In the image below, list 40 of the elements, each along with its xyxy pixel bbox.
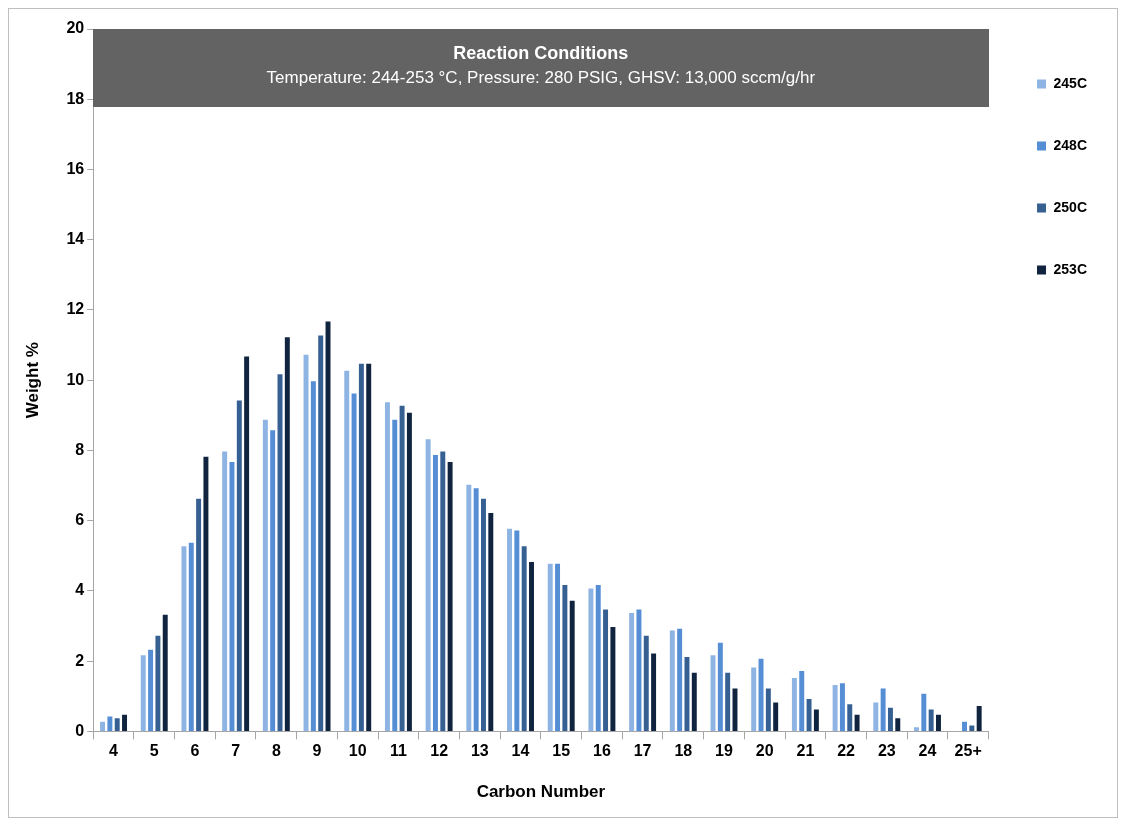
legend-label: 248C bbox=[1053, 136, 1087, 153]
legend-label: 245C bbox=[1053, 74, 1087, 91]
x-tick-label: 23 bbox=[877, 742, 896, 760]
y-tick-label: 20 bbox=[66, 19, 85, 37]
y-tick-label: 14 bbox=[66, 230, 85, 248]
x-tick-label: 6 bbox=[190, 742, 200, 760]
legend-label: 250C bbox=[1053, 198, 1087, 215]
x-tick-label: 13 bbox=[470, 742, 489, 760]
x-tick-label: 10 bbox=[348, 742, 367, 760]
x-axis-title: Carbon Number bbox=[476, 782, 606, 802]
x-tick-label: 16 bbox=[593, 742, 611, 760]
x-tick-label: 4 bbox=[109, 742, 119, 760]
y-tick-label: 0 bbox=[75, 721, 85, 739]
x-tick-label: 25+ bbox=[954, 742, 982, 760]
x-tick-label: 15 bbox=[552, 742, 571, 760]
x-tick-label: 20 bbox=[755, 742, 774, 760]
y-tick-label: 18 bbox=[66, 89, 85, 107]
y-tick-label: 8 bbox=[75, 440, 85, 458]
y-tick-label: 12 bbox=[66, 300, 85, 318]
x-tick-label: 19 bbox=[715, 742, 733, 760]
x-tick-label: 21 bbox=[796, 742, 815, 760]
x-tick-label: 18 bbox=[674, 742, 693, 760]
y-tick-label: 4 bbox=[75, 581, 85, 599]
x-tick-label: 7 bbox=[231, 742, 241, 760]
title-banner: Reaction Conditions Temperature: 244-253 °C, Pressure: 280 PSIG, GHSV: 13,000 sccm/g/hr bbox=[93, 29, 989, 107]
y-tick-label: 10 bbox=[66, 370, 85, 388]
x-tick-label: 5 bbox=[149, 742, 159, 760]
x-tick-label: 9 bbox=[312, 742, 322, 760]
x-tick-label: 24 bbox=[918, 742, 937, 760]
legend-label: 253C bbox=[1053, 260, 1087, 277]
x-tick-label: 12 bbox=[430, 742, 449, 760]
y-tick-label: 16 bbox=[66, 159, 85, 177]
x-tick-label: 11 bbox=[389, 742, 407, 760]
x-tick-label: 17 bbox=[633, 742, 652, 760]
y-tick-label: 2 bbox=[75, 651, 85, 669]
x-tick-label: 22 bbox=[837, 742, 856, 760]
x-tick-label: 14 bbox=[511, 742, 530, 760]
y-axis-title: Weight % bbox=[22, 342, 42, 419]
x-tick-label: 8 bbox=[271, 742, 281, 760]
y-tick-label: 6 bbox=[75, 511, 85, 529]
